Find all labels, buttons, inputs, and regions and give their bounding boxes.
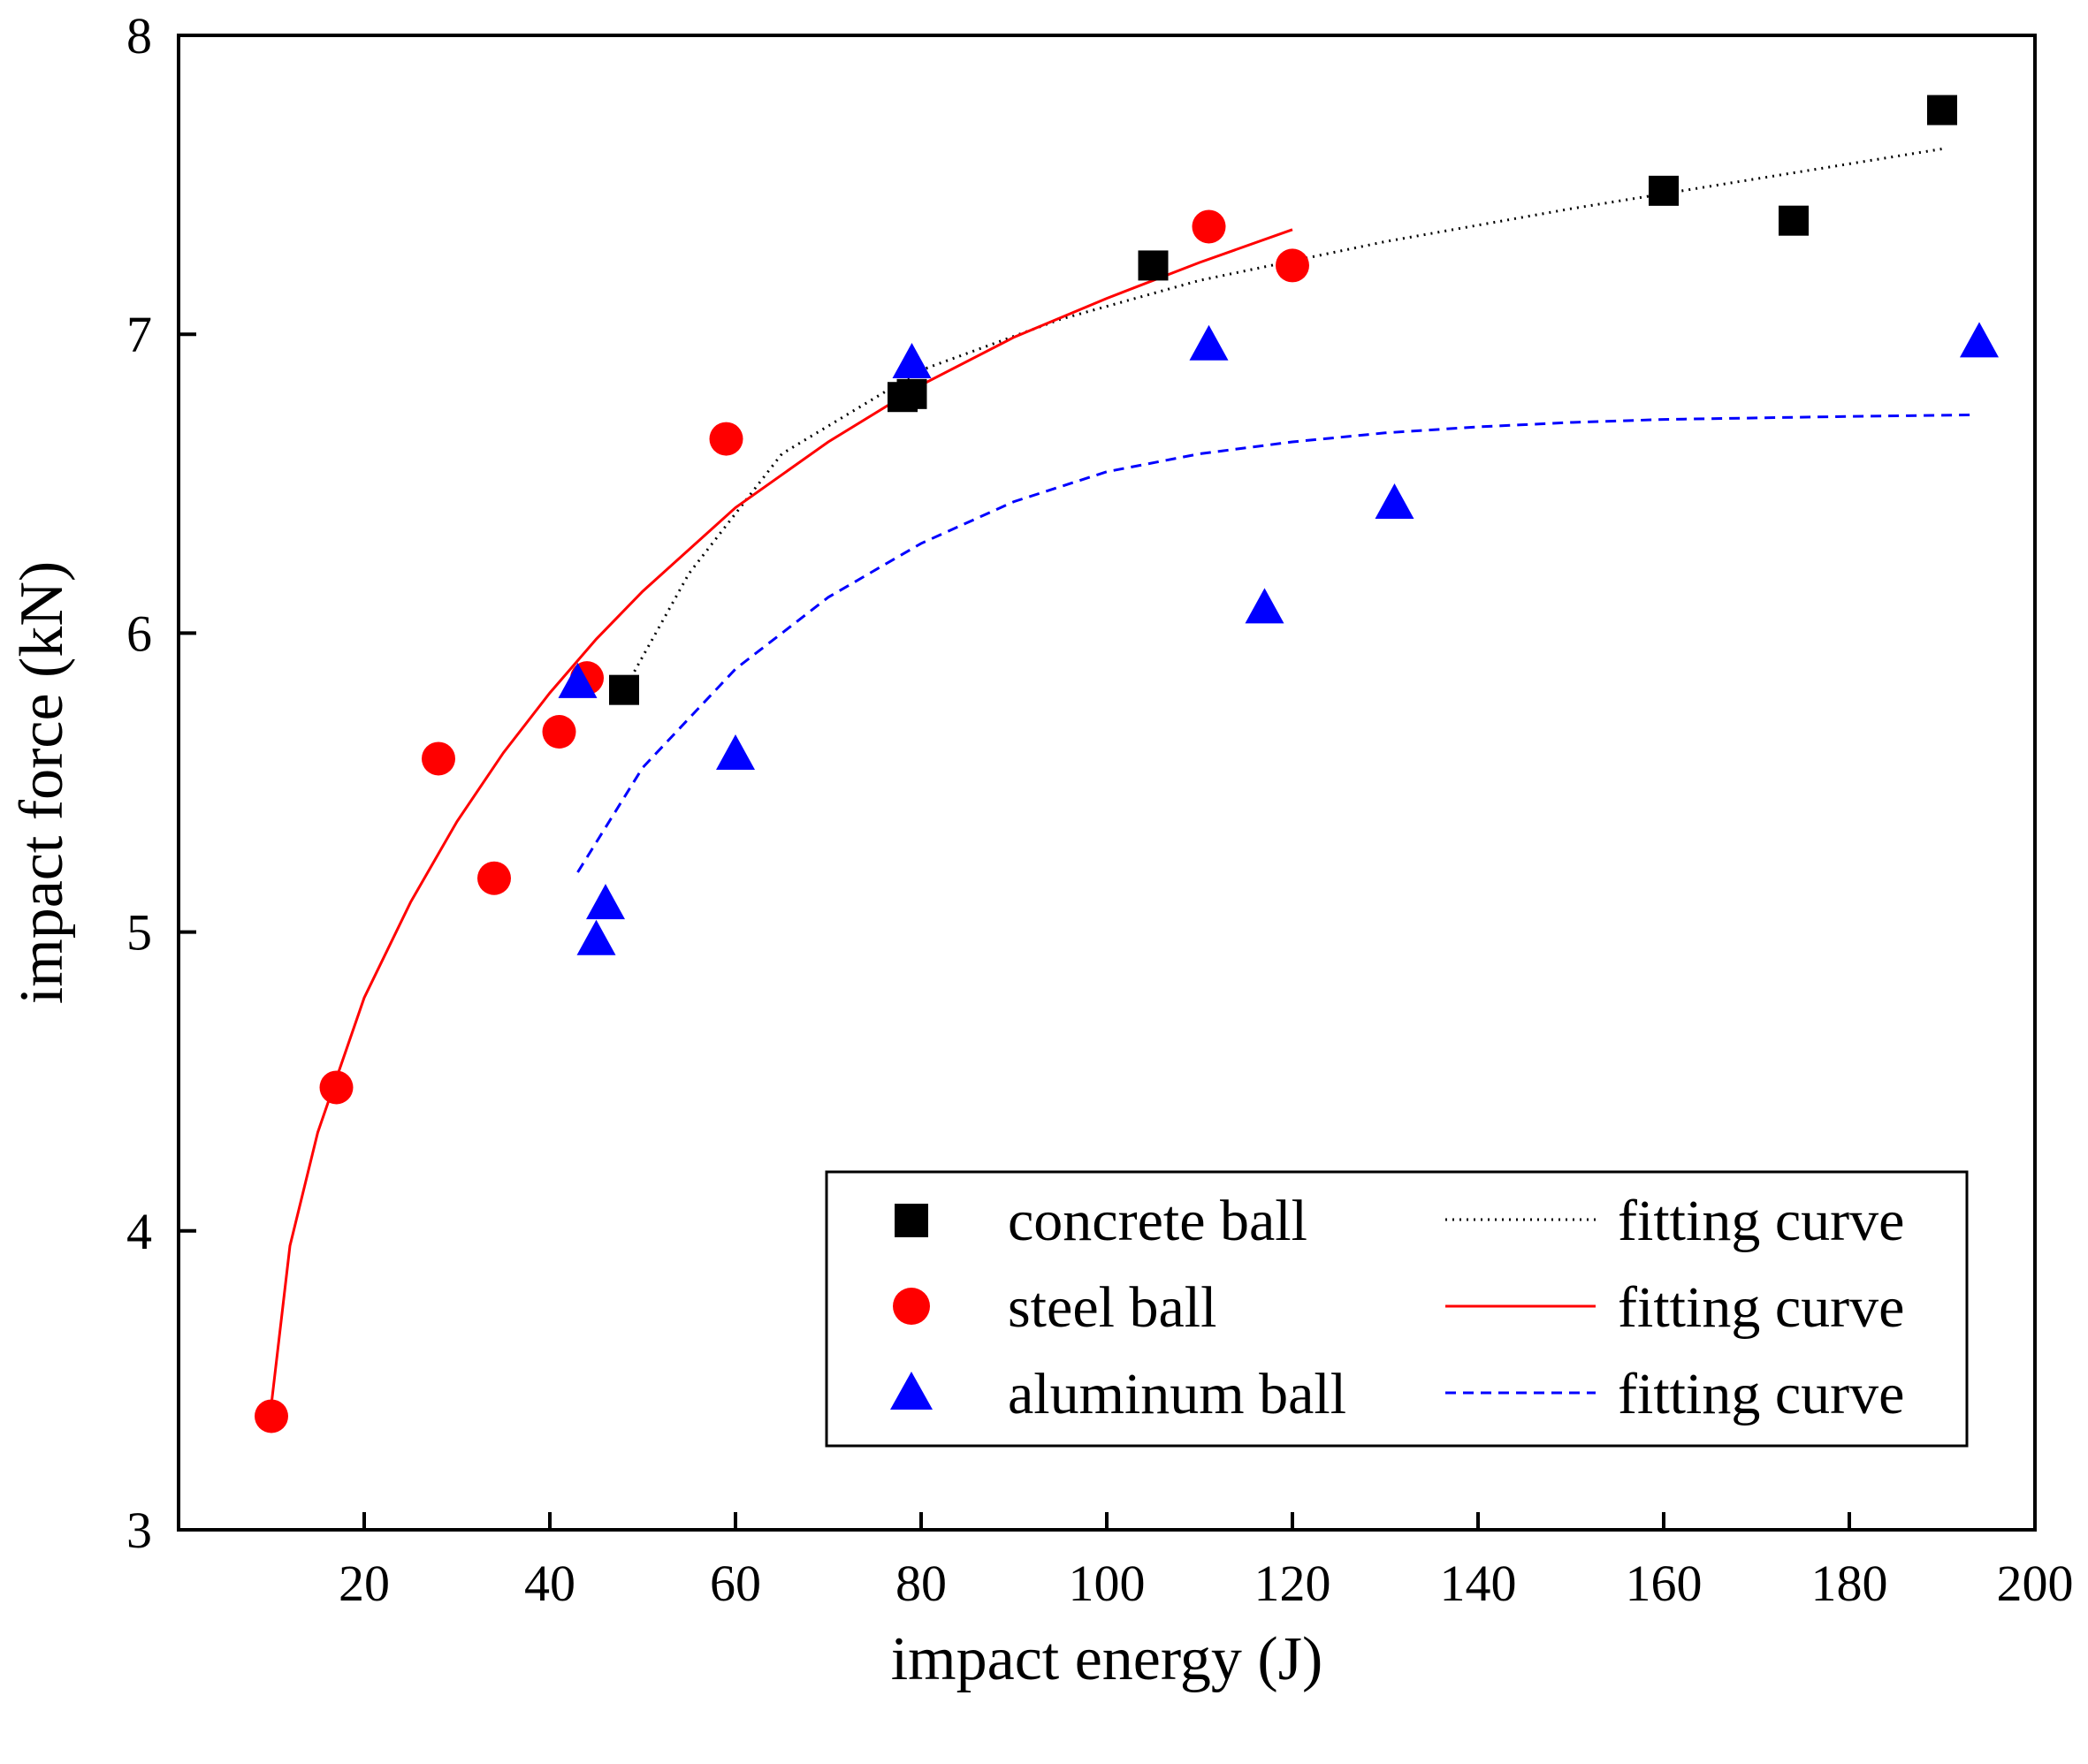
legend-label-steel-fit: fitting curve (1618, 1275, 1904, 1340)
x-axis-title: impact energy (J) (891, 1625, 1323, 1693)
point-steel-ball (477, 861, 511, 895)
point-aluminum-ball (586, 884, 625, 920)
point-aluminum-ball (1375, 483, 1414, 519)
legend: concrete ball fitting curve steel ball f… (825, 1170, 1969, 1448)
fit-curve-steel-ball (270, 228, 1293, 1405)
fit-curves (270, 148, 1970, 1405)
point-steel-ball (319, 1070, 354, 1105)
point-aluminum-ball (1189, 324, 1229, 361)
point-aluminum-ball (716, 734, 755, 771)
x-tick-label: 200 (1997, 1555, 2074, 1612)
x-tick-label: 80 (895, 1555, 947, 1612)
legend-label-aluminum-ball: aluminum ball (1008, 1362, 1346, 1426)
point-concrete-ball (896, 378, 927, 409)
point-aluminum-ball (558, 662, 598, 698)
y-tick-label: 8 (126, 7, 152, 65)
legend-marker-concrete-ball (895, 1204, 928, 1237)
x-tick-label: 120 (1254, 1555, 1331, 1612)
legend-label-concrete-fit: fitting curve (1618, 1189, 1904, 1253)
y-tick-label: 3 (126, 1502, 152, 1559)
legend-box (825, 1170, 1969, 1448)
point-steel-ball (1276, 248, 1309, 283)
point-concrete-ball (1138, 250, 1169, 281)
point-steel-ball (542, 715, 576, 749)
y-axis-title: impact force (kN) (8, 561, 76, 1004)
y-tick-label: 7 (126, 306, 152, 363)
x-tick-label: 100 (1069, 1555, 1146, 1612)
point-concrete-ball (1779, 205, 1809, 236)
x-tick-label: 40 (524, 1555, 575, 1612)
axis-ticks: 20 40 60 80 100 120 140 160 180 200 3 4 5 6 7 8 (126, 7, 2074, 1612)
legend-label-concrete-ball: concrete ball (1008, 1189, 1307, 1253)
x-tick-label: 140 (1440, 1555, 1517, 1612)
point-concrete-ball (1927, 95, 1957, 125)
point-aluminum-ball (1960, 322, 1999, 358)
point-steel-ball (255, 1399, 288, 1433)
y-tick-label: 6 (126, 604, 152, 662)
x-tick-label: 180 (1811, 1555, 1888, 1612)
point-concrete-ball (609, 674, 639, 705)
data-points (255, 95, 1999, 1433)
y-tick-label: 5 (126, 904, 152, 962)
legend-label-steel-ball: steel ball (1008, 1275, 1216, 1340)
x-tick-label: 160 (1626, 1555, 1703, 1612)
y-tick-label: 4 (126, 1203, 152, 1260)
x-tick-label: 20 (339, 1555, 390, 1612)
fit-curve-aluminum-ball (576, 414, 1970, 873)
legend-marker-aluminum-ball (890, 1372, 933, 1410)
legend-label-aluminum-fit: fitting curve (1618, 1362, 1904, 1426)
point-aluminum-ball (892, 343, 932, 379)
x-tick-label: 60 (710, 1555, 761, 1612)
fit-curve-concrete-ball (622, 148, 1943, 691)
point-steel-ball (709, 422, 743, 456)
point-steel-ball (1192, 209, 1226, 244)
point-steel-ball (422, 741, 455, 776)
point-aluminum-ball (1245, 588, 1284, 624)
point-aluminum-ball (576, 919, 616, 955)
legend-marker-steel-ball (893, 1288, 930, 1325)
point-concrete-ball (1649, 175, 1679, 206)
